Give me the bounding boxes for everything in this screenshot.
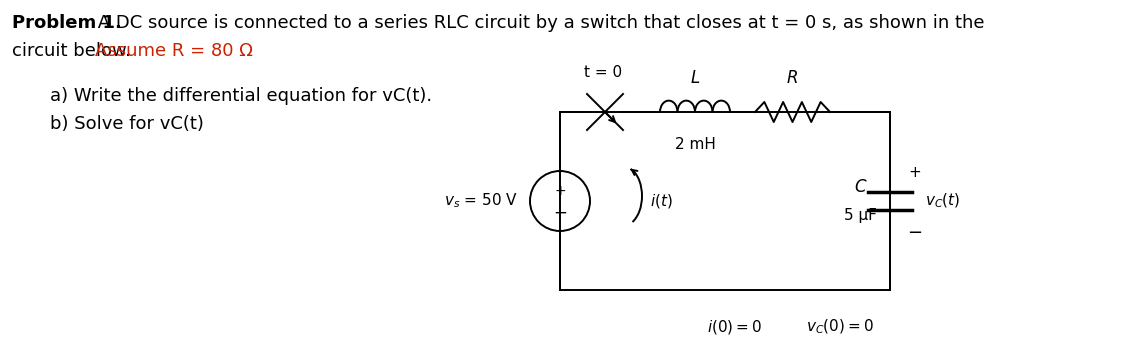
Text: $v_s$ = 50 V: $v_s$ = 50 V — [444, 191, 518, 210]
Text: $v_C(t)$: $v_C(t)$ — [925, 192, 961, 210]
Text: L: L — [691, 69, 700, 87]
Text: −: − — [554, 204, 567, 222]
Text: $v_C(0) = 0$: $v_C(0) = 0$ — [806, 318, 874, 337]
Text: $i(0) = 0$: $i(0) = 0$ — [708, 318, 763, 336]
Text: C: C — [854, 178, 866, 196]
Text: t = 0: t = 0 — [584, 65, 622, 80]
Text: b) Solve for vC(t): b) Solve for vC(t) — [50, 115, 204, 133]
Text: +: + — [909, 165, 921, 181]
Text: Problem 1.: Problem 1. — [12, 14, 122, 32]
Text: +: + — [555, 184, 566, 198]
Text: A DC source is connected to a series RLC circuit by a switch that closes at t = : A DC source is connected to a series RLC… — [92, 14, 984, 32]
Text: 5 μF: 5 μF — [844, 208, 876, 223]
Text: $i(t)$: $i(t)$ — [650, 192, 673, 210]
Text: Assume R = 80 Ω: Assume R = 80 Ω — [94, 42, 253, 60]
Text: circuit below.: circuit below. — [12, 42, 136, 60]
Text: a) Write the differential equation for vC(t).: a) Write the differential equation for v… — [50, 87, 432, 105]
Text: R: R — [786, 69, 799, 87]
Text: 2 mH: 2 mH — [675, 137, 716, 152]
Text: −: − — [908, 224, 922, 242]
